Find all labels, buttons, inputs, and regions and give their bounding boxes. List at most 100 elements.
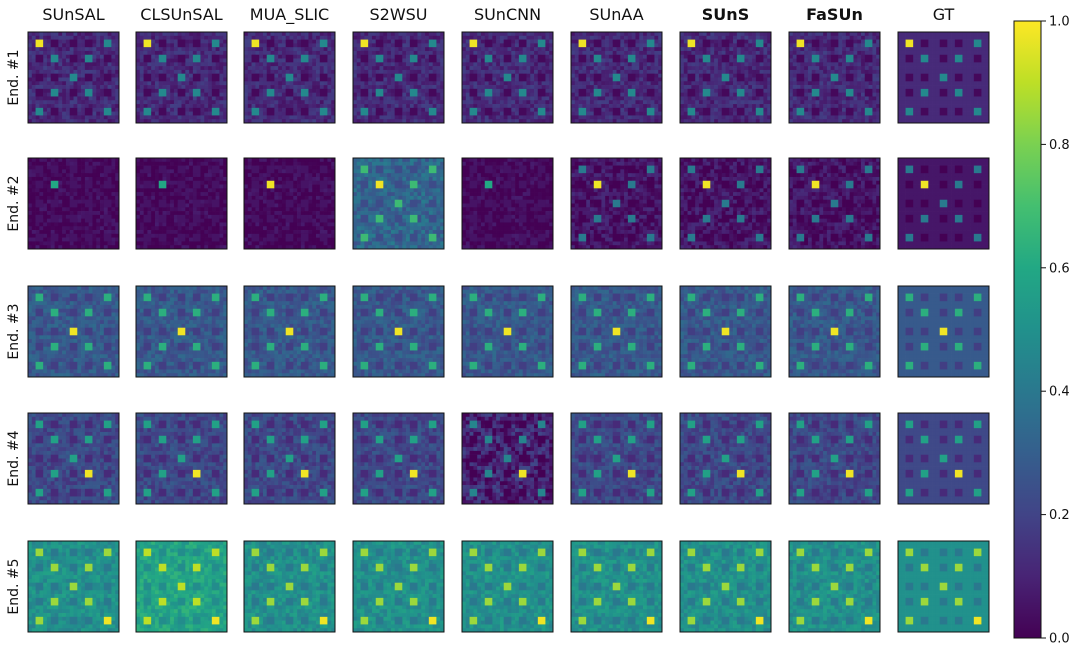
map-pixel [586, 119, 591, 124]
map-pixel [511, 35, 516, 40]
map-pixel [297, 104, 302, 109]
map-pixel [706, 35, 711, 40]
map-pixel [574, 88, 579, 94]
map-pixel [748, 100, 753, 105]
map-pixel [811, 119, 816, 124]
map-pixel [578, 47, 583, 52]
map-pixel [308, 47, 313, 52]
map-pixel [627, 69, 633, 75]
map-pixel [204, 88, 209, 94]
map-pixel [31, 47, 36, 52]
map-pixel [612, 47, 617, 52]
map-pixel [721, 115, 726, 120]
map-pixel [646, 104, 651, 109]
map-pixel [289, 66, 294, 71]
map-pixel [698, 43, 704, 48]
map-pixel [702, 81, 707, 86]
material-square [428, 54, 437, 63]
map-pixel [31, 77, 36, 82]
map-pixel [274, 73, 279, 78]
map-pixel [861, 58, 866, 63]
map-pixel [65, 66, 71, 71]
map-pixel [162, 50, 167, 56]
map-pixel [935, 47, 941, 52]
map-pixel [658, 66, 663, 71]
map-pixel [616, 66, 621, 71]
map-pixel [371, 119, 377, 124]
map-pixel [861, 111, 866, 116]
map-pixel [436, 104, 441, 109]
map-pixel [143, 35, 148, 40]
material-square [266, 54, 275, 63]
map-pixel [748, 85, 753, 90]
map-pixel [103, 104, 108, 109]
map-pixel [748, 47, 753, 52]
map-pixel [50, 50, 55, 56]
map-pixel [107, 104, 112, 109]
map-pixel [84, 66, 90, 71]
map-pixel [830, 50, 835, 56]
map-pixel [219, 47, 224, 52]
map-pixel [274, 111, 279, 116]
map-pixel [857, 100, 862, 105]
map-pixel [262, 54, 268, 59]
map-pixel [278, 96, 283, 101]
map-pixel [913, 32, 918, 37]
map-pixel [545, 69, 550, 75]
map-pixel [586, 115, 591, 120]
map-pixel [913, 43, 918, 48]
map-pixel [601, 73, 606, 78]
map-pixel [838, 92, 843, 97]
map-pixel [43, 58, 48, 63]
map-pixel [28, 32, 33, 37]
map-pixel [616, 32, 621, 37]
map-pixel [631, 81, 636, 86]
map-pixel [293, 66, 298, 71]
map-pixel [432, 32, 437, 37]
material-square [845, 73, 854, 82]
map-pixel [143, 69, 148, 75]
map-pixel [620, 96, 625, 101]
map-pixel [353, 66, 358, 71]
map-pixel [247, 92, 252, 97]
map-pixel [383, 85, 388, 90]
map-pixel [100, 47, 105, 52]
map-pixel [409, 104, 415, 109]
map-pixel [200, 32, 205, 37]
map-pixel [432, 50, 437, 56]
map-pixel [578, 85, 583, 90]
map-pixel [717, 58, 723, 63]
material-square [864, 88, 873, 97]
map-pixel [327, 66, 332, 71]
map-pixel [571, 92, 576, 97]
map-pixel [196, 35, 201, 40]
map-pixel [96, 62, 101, 67]
map-pixel [729, 104, 734, 109]
map-pixel [484, 119, 489, 124]
map-pixel [853, 111, 858, 116]
map-pixel [46, 62, 52, 67]
map-pixel [251, 119, 256, 124]
map-pixel [46, 77, 52, 82]
map-pixel [73, 85, 78, 90]
map-pixel [872, 77, 877, 82]
map-pixel [151, 104, 156, 109]
map-pixel [477, 50, 482, 56]
map-pixel [428, 119, 433, 124]
map-pixel [804, 54, 809, 59]
map-pixel [853, 58, 858, 63]
map-pixel [574, 115, 579, 120]
map-pixel [319, 119, 324, 124]
map-pixel [136, 115, 141, 120]
map-pixel [857, 69, 862, 75]
map-pixel [823, 92, 828, 97]
map-pixel [815, 69, 820, 75]
map-pixel [759, 100, 764, 105]
map-pixel [733, 77, 738, 82]
map-pixel [819, 62, 824, 67]
map-pixel [578, 32, 583, 37]
map-pixel [73, 47, 78, 52]
map-pixel [804, 66, 809, 71]
map-pixel [327, 104, 332, 109]
map-pixel [278, 47, 283, 52]
